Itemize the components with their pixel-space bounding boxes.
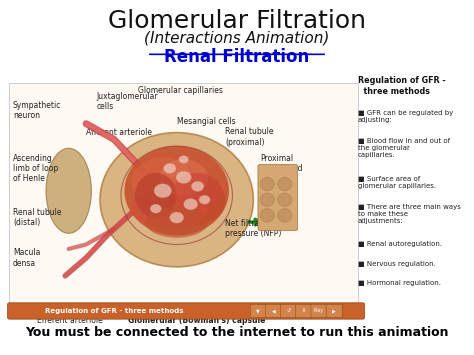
Ellipse shape (191, 181, 204, 191)
Text: Glomerular (Bowman's) capsule: Glomerular (Bowman's) capsule (128, 316, 265, 325)
Text: ▼: ▼ (256, 308, 260, 313)
Text: ■ Surface area of
glomerular capillaries.: ■ Surface area of glomerular capillaries… (358, 176, 436, 189)
Text: Glomerular Filtration: Glomerular Filtration (108, 9, 366, 33)
Ellipse shape (176, 171, 191, 184)
Ellipse shape (156, 173, 226, 226)
Ellipse shape (260, 178, 274, 191)
Ellipse shape (278, 209, 292, 222)
Text: Efferent arteriole: Efferent arteriole (37, 316, 103, 325)
Text: ▶: ▶ (332, 308, 336, 313)
Text: Renal tubule
(proximal): Renal tubule (proximal) (226, 127, 274, 147)
Text: Renal tubule
(distal): Renal tubule (distal) (13, 208, 62, 227)
Ellipse shape (154, 184, 172, 198)
Text: Mesangial cells: Mesangial cells (177, 117, 235, 126)
Ellipse shape (170, 212, 184, 223)
FancyBboxPatch shape (258, 164, 298, 231)
Ellipse shape (125, 146, 229, 235)
Ellipse shape (278, 178, 292, 191)
Text: Afferent arteriole: Afferent arteriole (86, 128, 152, 137)
Text: Juxtaglomerular
cells: Juxtaglomerular cells (97, 92, 158, 111)
Text: II: II (302, 308, 305, 313)
Ellipse shape (179, 155, 189, 163)
FancyBboxPatch shape (281, 304, 297, 318)
Text: ■ Hormonal regulation.: ■ Hormonal regulation. (358, 280, 441, 286)
Ellipse shape (131, 189, 208, 229)
Text: Macula
densa: Macula densa (13, 248, 40, 268)
FancyBboxPatch shape (296, 304, 312, 318)
Text: ■ There are three main ways
to make these
adjustments:: ■ There are three main ways to make thes… (358, 204, 461, 224)
Ellipse shape (183, 198, 198, 210)
Text: Regulation of GFR - three methods: Regulation of GFR - three methods (45, 308, 183, 314)
Ellipse shape (159, 159, 208, 195)
FancyBboxPatch shape (265, 304, 282, 318)
Ellipse shape (150, 204, 161, 213)
Text: Proximal
convoluted
tubule: Proximal convoluted tubule (260, 153, 303, 183)
Text: You must be connected to the internet to run this animation: You must be connected to the internet to… (25, 327, 449, 339)
Ellipse shape (46, 148, 91, 233)
Ellipse shape (260, 209, 274, 222)
Ellipse shape (173, 173, 222, 209)
Text: ◀: ◀ (272, 308, 275, 313)
FancyBboxPatch shape (326, 304, 342, 318)
Text: ■ GFR can be regulated by
adjusting:: ■ GFR can be regulated by adjusting: (358, 110, 453, 123)
Text: ■ Renal autoregulation.: ■ Renal autoregulation. (358, 241, 442, 247)
Ellipse shape (146, 207, 208, 238)
Text: (Interactions Animation): (Interactions Animation) (144, 30, 330, 45)
Text: ↺: ↺ (287, 308, 291, 313)
Text: Regulation of GFR -
  three methods: Regulation of GFR - three methods (358, 76, 446, 96)
Text: Glomerular capillaries: Glomerular capillaries (138, 86, 223, 95)
Ellipse shape (135, 173, 177, 218)
Text: ■ Nervous regulation.: ■ Nervous regulation. (358, 261, 436, 267)
Ellipse shape (199, 195, 210, 204)
FancyBboxPatch shape (9, 83, 358, 307)
Text: Renal Filtration: Renal Filtration (164, 48, 310, 66)
Text: Ascending
limb of loop
of Henle: Ascending limb of loop of Henle (13, 153, 58, 183)
Ellipse shape (164, 163, 176, 174)
Ellipse shape (278, 193, 292, 206)
FancyBboxPatch shape (8, 303, 365, 319)
FancyBboxPatch shape (311, 304, 327, 318)
Text: Play: Play (314, 308, 324, 313)
Text: ■ Blood flow in and out of
the glomerular
capillaries.: ■ Blood flow in and out of the glomerula… (358, 138, 450, 158)
Text: Net filtration
pressure (NFP): Net filtration pressure (NFP) (226, 219, 282, 239)
Ellipse shape (100, 133, 253, 267)
Text: Sympathetic
neuron: Sympathetic neuron (13, 100, 61, 120)
Ellipse shape (131, 157, 194, 207)
Ellipse shape (260, 193, 274, 206)
FancyBboxPatch shape (250, 304, 266, 318)
